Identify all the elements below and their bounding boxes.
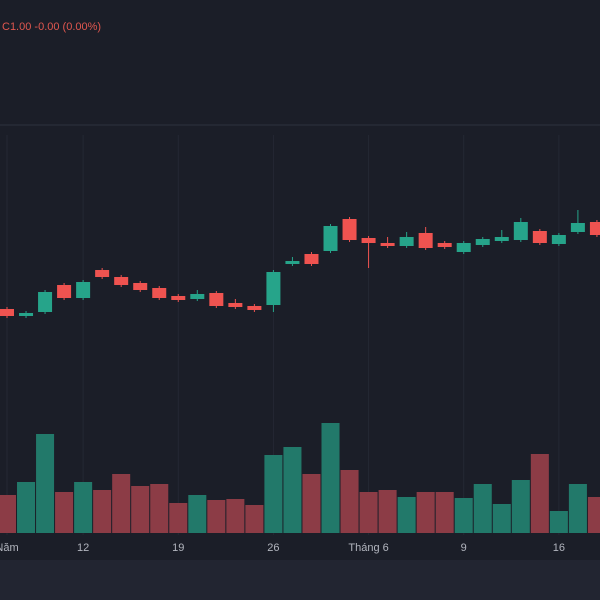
candle-body xyxy=(285,261,300,264)
volume-bar xyxy=(530,454,549,533)
volume-bar xyxy=(74,482,93,533)
volume-bar xyxy=(587,497,600,533)
candle-body xyxy=(133,283,148,290)
candle-body xyxy=(247,306,262,310)
volume-bar xyxy=(492,504,511,533)
x-tick-label: Tháng 6 xyxy=(348,542,388,554)
volume-bar xyxy=(568,484,587,533)
volume-bar xyxy=(0,495,17,533)
candle-body xyxy=(589,222,600,235)
candle-body xyxy=(57,285,72,298)
candle-body xyxy=(399,237,414,246)
volume-bar xyxy=(264,455,283,533)
candle-body xyxy=(190,294,205,299)
candle-body xyxy=(361,238,376,243)
volume-bar xyxy=(511,480,530,533)
volume-bar xyxy=(359,492,378,533)
candle-body xyxy=(570,223,585,232)
volume-bar xyxy=(131,486,150,533)
volume-bar xyxy=(397,497,416,533)
volume-bar xyxy=(378,490,397,533)
volume-bar xyxy=(55,492,74,533)
volume-bar xyxy=(473,484,492,533)
volume-bar xyxy=(207,500,226,533)
volume-bar xyxy=(188,495,207,533)
footer-band xyxy=(0,560,600,600)
volume-bar xyxy=(416,492,435,533)
candle-body xyxy=(494,237,509,241)
x-tick-label: 16 xyxy=(553,542,565,554)
x-tick-label: 26 xyxy=(267,542,279,554)
candle-body xyxy=(266,272,281,305)
volume-bar xyxy=(340,470,359,533)
volume-bar xyxy=(169,503,188,533)
x-tick-label: 12 xyxy=(77,542,89,554)
volume-bar xyxy=(454,498,473,533)
candle-body xyxy=(437,243,452,247)
candle-body xyxy=(209,293,224,306)
price-legend: C1.00 -0.00 (0.00%) xyxy=(2,21,101,33)
candle-body xyxy=(342,219,357,240)
candle-body xyxy=(38,292,53,312)
volume-bar xyxy=(93,490,112,533)
candle-body xyxy=(76,282,91,298)
x-tick-label: 9 xyxy=(461,542,467,554)
candle-body xyxy=(0,309,14,316)
volume-bar xyxy=(112,474,131,533)
candle-body xyxy=(152,288,167,298)
candle-body xyxy=(532,231,547,243)
candle-body xyxy=(19,313,34,316)
candle-body xyxy=(380,243,395,246)
volume-bar xyxy=(435,492,454,533)
volume-bar xyxy=(150,484,169,533)
x-tick-label: 19 xyxy=(172,542,184,554)
candle-body xyxy=(418,233,433,248)
volume-bar xyxy=(321,423,340,533)
volume-bar xyxy=(302,474,321,533)
volume-bar xyxy=(17,482,36,533)
candle-body xyxy=(171,296,186,300)
candle-body xyxy=(475,239,490,245)
x-tick-label: Năm xyxy=(0,542,19,554)
candle-body xyxy=(323,226,338,251)
volume-bar xyxy=(245,505,264,533)
candle-body xyxy=(456,243,471,252)
candle-body xyxy=(114,277,129,285)
volume-bar xyxy=(36,434,55,533)
volume-bar xyxy=(549,511,568,533)
volume-bar xyxy=(226,499,245,533)
candle-body xyxy=(513,222,528,240)
candle-body xyxy=(551,235,566,244)
volume-bar xyxy=(283,447,302,533)
candle-body xyxy=(228,303,243,307)
candle-body xyxy=(95,270,110,277)
candle-body xyxy=(304,254,319,264)
